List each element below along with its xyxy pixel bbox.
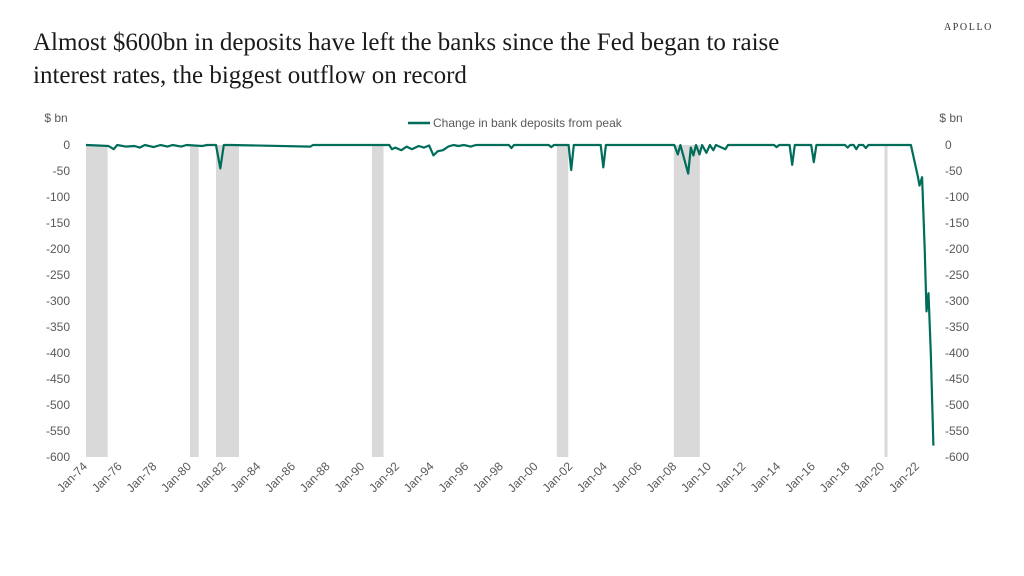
x-tick-label: Jan-06 xyxy=(609,459,645,495)
chart-title: Almost $600bn in deposits have left the … xyxy=(33,29,780,89)
recession-band xyxy=(86,145,108,457)
x-tick-label: Jan-10 xyxy=(678,459,714,495)
x-tick-label: Jan-16 xyxy=(782,459,818,495)
y-tick-label-right: -450 xyxy=(945,372,969,386)
x-tick-label: Jan-90 xyxy=(332,459,368,495)
right-unit-label: $ bn xyxy=(939,111,962,125)
x-axis: Jan-74Jan-76Jan-78Jan-80Jan-82Jan-84Jan-… xyxy=(54,459,922,495)
x-tick-label: Jan-84 xyxy=(228,459,264,495)
y-tick-label-right: -250 xyxy=(945,268,969,282)
legend: Change in bank deposits from peak xyxy=(408,116,623,130)
x-tick-label: Jan-12 xyxy=(713,459,749,495)
recession-band xyxy=(884,145,888,457)
y-tick-label-right: -100 xyxy=(945,190,969,204)
recession-bands xyxy=(86,145,888,457)
y-tick-label-left: -300 xyxy=(46,294,70,308)
y-tick-label-right: -50 xyxy=(945,164,963,178)
x-tick-label: Jan-86 xyxy=(262,459,298,495)
legend-label: Change in bank deposits from peak xyxy=(433,116,623,130)
x-tick-label: Jan-22 xyxy=(886,459,922,495)
recession-band xyxy=(673,145,700,457)
x-tick-label: Jan-82 xyxy=(193,459,229,495)
y-tick-label-left: -500 xyxy=(46,398,70,412)
x-tick-label: Jan-18 xyxy=(817,459,853,495)
y-tick-label-left: -400 xyxy=(46,346,70,360)
x-tick-label: Jan-74 xyxy=(54,459,90,495)
x-tick-label: Jan-20 xyxy=(851,459,887,495)
series-layer xyxy=(85,143,935,446)
brand-logo: APOLLO xyxy=(943,22,993,33)
left-y-axis: 0 -50 -100 -150 -200 -250 -300 -350 -400 -450 -500… xyxy=(46,138,70,464)
x-tick-label: Jan-08 xyxy=(643,459,679,495)
y-tick-label-left: 0 xyxy=(63,138,70,152)
y-tick-label-right: -550 xyxy=(945,424,969,438)
x-tick-label: Jan-14 xyxy=(747,459,783,495)
y-tick-label-right: 0 xyxy=(945,138,952,152)
y-tick-label-left: -150 xyxy=(46,216,70,230)
x-tick-label: Jan-04 xyxy=(574,459,610,495)
y-tick-label-right: -500 xyxy=(945,398,969,412)
x-tick-label: Jan-00 xyxy=(505,459,541,495)
x-tick-label: Jan-78 xyxy=(124,459,160,495)
x-tick-label: Jan-98 xyxy=(470,459,506,495)
y-tick-label-right: -400 xyxy=(945,346,969,360)
y-tick-label-right: -350 xyxy=(945,320,969,334)
y-tick-label-left: -450 xyxy=(46,372,70,386)
right-y-axis: 0 -50 -100 -150 -200 -250 -300 -350 -400 -450 -500… xyxy=(945,138,969,464)
y-tick-label-right: -600 xyxy=(945,450,969,464)
y-tick-label-right: -300 xyxy=(945,294,969,308)
x-tick-label: Jan-88 xyxy=(297,459,333,495)
y-tick-label-left: -250 xyxy=(46,268,70,282)
y-tick-label-left: -350 xyxy=(46,320,70,334)
series-line xyxy=(85,143,935,446)
x-tick-label: Jan-94 xyxy=(401,459,437,495)
x-tick-label: Jan-92 xyxy=(366,459,402,495)
y-tick-label-left: -200 xyxy=(46,242,70,256)
x-tick-label: Jan-76 xyxy=(89,459,125,495)
x-tick-label: Jan-80 xyxy=(158,459,194,495)
y-tick-label-left: -100 xyxy=(46,190,70,204)
y-tick-label-right: -200 xyxy=(945,242,969,256)
y-tick-label-left: -50 xyxy=(53,164,71,178)
y-tick-label-right: -150 xyxy=(945,216,969,230)
recession-band xyxy=(556,145,569,457)
x-tick-label: Jan-02 xyxy=(539,459,575,495)
left-unit-label: $ bn xyxy=(44,111,67,125)
recession-band xyxy=(215,145,240,457)
x-tick-label: Jan-96 xyxy=(436,459,472,495)
y-tick-label-left: -550 xyxy=(46,424,70,438)
y-tick-label-left: -600 xyxy=(46,450,70,464)
recession-band xyxy=(189,145,199,457)
recession-band xyxy=(371,145,384,457)
